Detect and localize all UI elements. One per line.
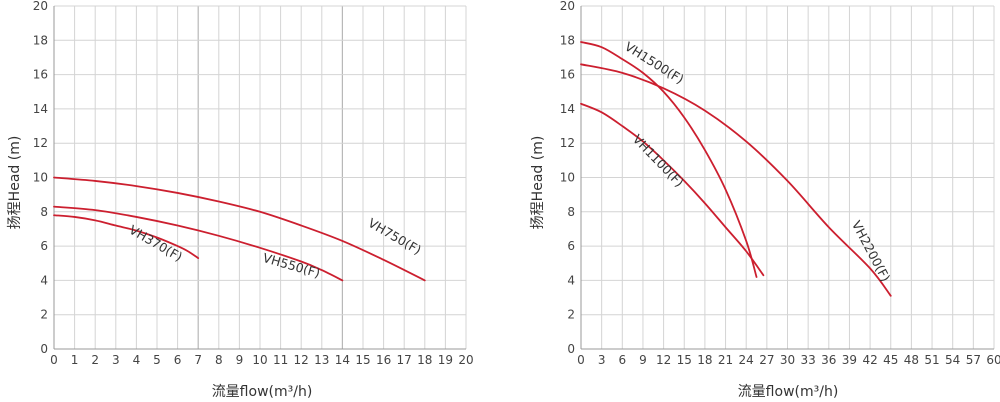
x-tick-label: 30 xyxy=(780,353,795,367)
x-tick-label: 17 xyxy=(397,353,412,367)
x-tick-label: 12 xyxy=(656,353,671,367)
chart-left: 0 1 2 3 4 5 6 7 8 9 10 11 12 13 14 15 16 17 18 19 2002468101… xyxy=(7,0,474,400)
y-tick-label: 6 xyxy=(567,239,575,253)
x-tick-label: 14 xyxy=(335,353,350,367)
x-tick-label: 11 xyxy=(273,353,288,367)
y-tick-label: 0 xyxy=(40,342,48,356)
x-tick-label: 15 xyxy=(355,353,370,367)
x-tick-label: 36 xyxy=(821,353,836,367)
x-tick-label: 3 xyxy=(598,353,606,367)
x-tick-label: 12 xyxy=(294,353,309,367)
y-tick-label: 12 xyxy=(33,136,48,150)
x-tick-label: 27 xyxy=(759,353,774,367)
y-tick-label: 2 xyxy=(567,308,575,322)
x-tick-label: 8 xyxy=(215,353,223,367)
y-tick-label: 6 xyxy=(40,239,48,253)
x-tick-label: 54 xyxy=(945,353,960,367)
x-tick-label: 0 xyxy=(577,353,585,367)
curve-label: VH2200(F) xyxy=(849,218,894,284)
y-tick-label: 16 xyxy=(560,68,575,82)
curve-label: VH370(F) xyxy=(127,222,185,264)
x-tick-label: 9 xyxy=(639,353,647,367)
x-tick-label: 21 xyxy=(718,353,733,367)
x-tick-label: 19 xyxy=(438,353,453,367)
x-tick-label: 13 xyxy=(314,353,329,367)
x-tick-label: 51 xyxy=(924,353,939,367)
x-tick-label: 42 xyxy=(862,353,877,367)
y-tick-label: 8 xyxy=(567,205,575,219)
curve-vh750-f xyxy=(53,176,426,282)
curve-label: VH1500(F) xyxy=(622,39,687,87)
x-tick-label: 39 xyxy=(842,353,857,367)
x-tick-label: 60 xyxy=(986,353,1000,367)
y-tick-label: 10 xyxy=(560,171,575,185)
x-tick-label: 18 xyxy=(417,353,432,367)
x-tick-label: 16 xyxy=(376,353,391,367)
y-axis-title: 扬程Head (m) xyxy=(530,136,546,230)
y-tick-label: 20 xyxy=(33,0,48,13)
curve-vh1100-f xyxy=(580,102,765,277)
x-tick-label: 24 xyxy=(739,353,754,367)
y-axis-title: 扬程Head (m) xyxy=(7,136,23,230)
curve-vh1500-f xyxy=(580,41,758,278)
x-tick-label: 18 xyxy=(697,353,712,367)
y-tick-label: 18 xyxy=(560,33,575,47)
curve-label: VH550(F) xyxy=(261,250,322,281)
x-tick-label: 33 xyxy=(801,353,816,367)
y-tick-label: 0 xyxy=(567,342,575,356)
chart-right: 0 3 6 9 12 15 18 21 24 27 30 33 36 39 42 45 48 51 54 57 6002… xyxy=(530,0,1000,400)
y-tick-label: 4 xyxy=(40,273,48,287)
y-tick-label: 8 xyxy=(40,205,48,219)
y-tick-label: 16 xyxy=(33,68,48,82)
x-tick-label: 45 xyxy=(883,353,898,367)
curve-vh2200-f xyxy=(580,63,892,297)
x-tick-label: 5 xyxy=(153,353,161,367)
x-tick-label: 0 xyxy=(50,353,58,367)
y-tick-label: 20 xyxy=(560,0,575,13)
y-tick-label: 10 xyxy=(33,171,48,185)
x-tick-label: 6 xyxy=(174,353,182,367)
x-tick-label: 7 xyxy=(194,353,202,367)
y-tick-label: 4 xyxy=(567,273,575,287)
x-tick-label: 48 xyxy=(904,353,919,367)
y-tick-label: 14 xyxy=(560,102,575,116)
x-tick-label: 10 xyxy=(252,353,267,367)
curve-label: VH1100(F) xyxy=(630,131,687,189)
x-tick-label: 3 xyxy=(112,353,120,367)
y-tick-label: 18 xyxy=(33,33,48,47)
curve-label: VH750(F) xyxy=(366,215,424,257)
curve-vh370-f xyxy=(53,214,200,260)
x-tick-label: 1 xyxy=(71,353,79,367)
y-tick-label: 14 xyxy=(33,102,48,116)
x-axis-title: 流量flow(m³/h) xyxy=(738,384,839,400)
x-tick-label: 20 xyxy=(458,353,473,367)
x-tick-label: 4 xyxy=(133,353,141,367)
x-tick-label: 57 xyxy=(966,353,981,367)
curve-vh550-f xyxy=(53,205,344,282)
x-axis-title: 流量flow(m³/h) xyxy=(212,384,313,400)
x-tick-label: 15 xyxy=(677,353,692,367)
x-tick-label: 2 xyxy=(91,353,99,367)
y-tick-label: 12 xyxy=(560,136,575,150)
x-tick-label: 9 xyxy=(236,353,244,367)
x-tick-label: 6 xyxy=(618,353,626,367)
y-tick-label: 2 xyxy=(40,308,48,322)
